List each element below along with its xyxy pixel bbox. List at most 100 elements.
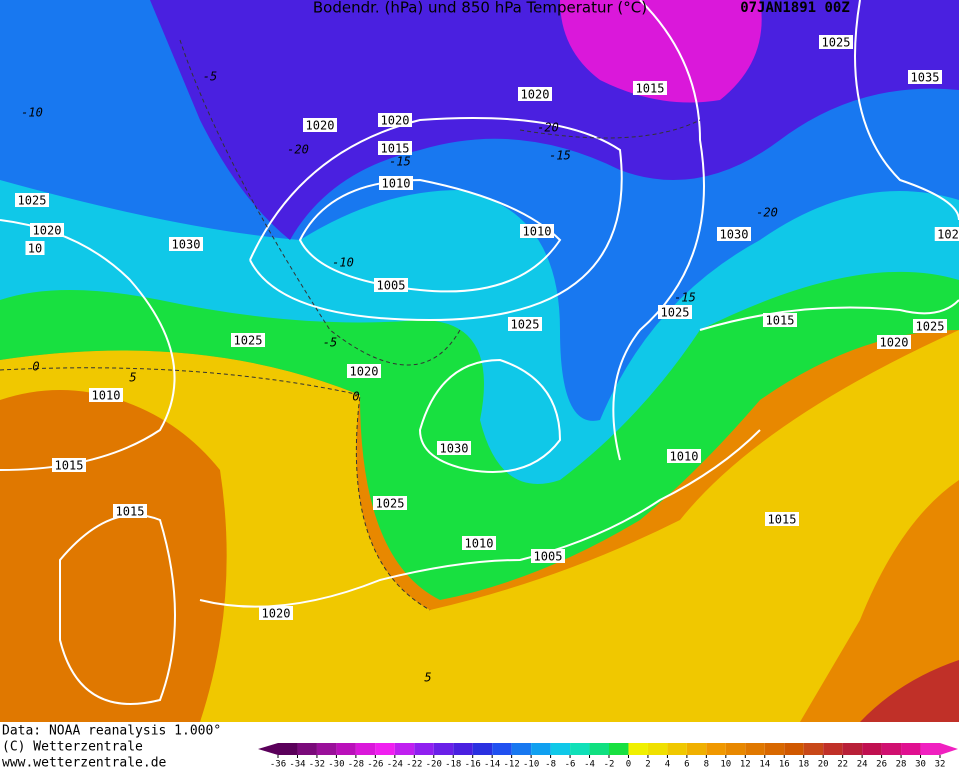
temperature-label: -5 — [323, 336, 337, 350]
isobar-label-box — [633, 81, 667, 95]
temperature-label: -10 — [21, 106, 43, 120]
isobar-label: 1015 — [768, 513, 797, 527]
indigo-zone — [150, 0, 959, 240]
colorbar-tick-label: -26 — [367, 760, 383, 770]
colorbar-bin — [764, 743, 785, 755]
colorbar-tick-label: -10 — [523, 760, 539, 770]
colorbar-bin — [472, 743, 493, 755]
colorbar-tick-label: -36 — [270, 760, 286, 770]
isobar-label-box — [934, 227, 959, 241]
isobar-label-box — [374, 278, 408, 292]
colorbar-arrow — [940, 743, 958, 755]
temperature-label: 5 — [129, 371, 136, 385]
colorbar-bin — [570, 743, 590, 755]
colorbar-tick-label: -24 — [387, 760, 403, 770]
colorbar-bin — [355, 743, 376, 755]
isobar-label: 1005 — [534, 550, 563, 564]
colorbar-tick-label: 18 — [798, 760, 809, 770]
warm-zone — [0, 330, 959, 722]
warm-zone — [0, 390, 227, 722]
colorbar-bin — [492, 743, 512, 755]
colorbar-bin — [336, 743, 356, 755]
colorbar-tick-label: 14 — [759, 760, 770, 770]
isobar-label: 1015 — [381, 142, 410, 156]
colorbar-tick-label: -30 — [328, 760, 344, 770]
temperature-label: 0 — [32, 360, 39, 374]
isobar-label: 10 — [28, 242, 42, 256]
temperature-label: -5 — [203, 70, 217, 84]
isobar-label: 1025 — [18, 194, 47, 208]
isobar-label: 1015 — [55, 459, 84, 473]
colorbar-bin — [531, 743, 551, 755]
isobar-label-box — [518, 87, 552, 101]
isobar-label: 1010 — [92, 389, 121, 403]
temperature-label: -15 — [549, 149, 571, 163]
isobar-label-box — [52, 458, 86, 472]
colorbar-bin — [609, 743, 629, 755]
colorbar-bin — [511, 743, 532, 755]
colorbar-bin — [920, 743, 940, 755]
colorbar-bin — [394, 743, 415, 755]
colorbar-bin — [667, 743, 687, 755]
isobar-label-box — [531, 549, 565, 563]
colorbar-tick-label: -14 — [484, 760, 500, 770]
isobar-label-box — [259, 606, 293, 620]
colorbar-tick-label: -28 — [348, 760, 364, 770]
colorbar-bin — [297, 743, 317, 755]
isobar-label: 1010 — [670, 450, 699, 464]
temperature-label: -15 — [674, 291, 696, 305]
temperature-label: 0 — [352, 390, 359, 404]
isobar-label: 1030 — [720, 228, 749, 242]
colorbar-tick-label: -34 — [289, 760, 305, 770]
isobar-label-box — [765, 512, 799, 526]
magenta-zone — [560, 0, 762, 103]
colorbar-bin — [881, 743, 902, 755]
isobar-label: 102 — [937, 228, 959, 242]
colorbar-bin — [550, 743, 571, 755]
colorbar-tick-label: -6 — [565, 760, 576, 770]
colorbar-tick-label: 8 — [704, 760, 709, 770]
isobar-label-box — [667, 449, 701, 463]
isobar-label: 1020 — [33, 224, 62, 238]
colorbar-bin — [628, 743, 648, 755]
isobar-label-box — [379, 176, 413, 190]
hot-zone — [860, 660, 959, 722]
isobar-label-box — [303, 118, 337, 132]
isobar-label: 1005 — [377, 279, 406, 293]
isobar-label-box — [231, 333, 265, 347]
map-date: 07JAN1891 00Z — [740, 0, 850, 16]
isobar-label-box — [508, 317, 542, 331]
colorbar-bin — [278, 743, 298, 755]
isobar-label: 1020 — [306, 119, 335, 133]
footer-source: Data: NOAA reanalysis 1.000° — [2, 724, 221, 739]
colorbar-tick-label: -32 — [309, 760, 325, 770]
colorbar-bin — [842, 743, 863, 755]
temperature-label: -15 — [389, 155, 411, 169]
isobar-label: 1015 — [116, 505, 145, 519]
colorbar-tick-label: 2 — [645, 760, 650, 770]
isobar-label: 1020 — [381, 114, 410, 128]
colorbar-bin — [725, 743, 746, 755]
colorbar-tick-label: 0 — [626, 760, 631, 770]
isobar-label: 1035 — [911, 71, 940, 85]
isobar-label: 1025 — [376, 497, 405, 511]
temperature-label: 5 — [424, 671, 431, 685]
colorbar-bin — [316, 743, 337, 755]
colorbar-bin — [706, 743, 726, 755]
colorbar-arrow — [258, 743, 278, 755]
isobar-label-box — [462, 536, 496, 550]
colorbar-tick-label: -16 — [465, 760, 481, 770]
isobar-label-box — [520, 224, 554, 238]
isobar-label-box — [89, 388, 123, 402]
isobar-label-box — [908, 70, 942, 84]
isobars — [0, 0, 959, 705]
isobar-label-box — [373, 496, 407, 510]
colorbar-bin — [901, 743, 921, 755]
isobar-label: 1025 — [916, 320, 945, 334]
isobar-label-box — [658, 305, 692, 319]
isobar-label-box — [378, 141, 412, 155]
colorbar: -36 -34 -32 -30 -28 -26 -24 -22 -20 -18 -16 -14 -12-… — [258, 743, 958, 770]
map-title: Bodendr. (hPa) und 850 hPa Temperatur (°… — [313, 0, 647, 17]
